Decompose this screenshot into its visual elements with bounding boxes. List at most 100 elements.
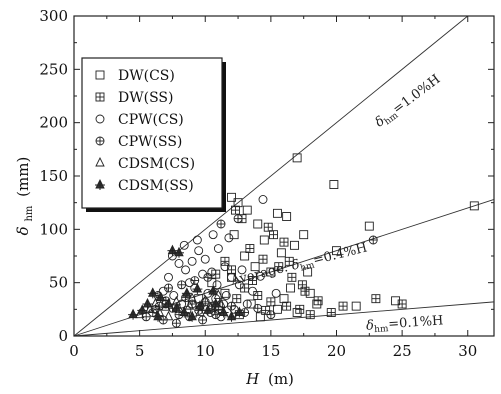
data-point-circle: [200, 254, 210, 264]
data-point-boxplus: [263, 222, 273, 232]
reference-line-label: δhm=1.0%H: [372, 72, 444, 132]
data-point-boxplus: [230, 205, 240, 215]
data-point-circle: [248, 286, 257, 296]
legend-marker-square: [95, 70, 105, 80]
data-point-square: [290, 240, 299, 250]
data-point-circle: [198, 269, 208, 279]
data-point-square: [286, 283, 296, 293]
data-point-square: [332, 246, 341, 256]
data-point-square: [391, 296, 401, 306]
data-point-square: [250, 262, 260, 272]
data-point-boxplus: [338, 301, 348, 311]
data-point-circle: [169, 291, 179, 300]
data-point-square: [255, 312, 265, 322]
data-point-square: [299, 230, 309, 240]
data-point-circle: [255, 271, 265, 281]
data-point-circleplus: [164, 283, 173, 293]
data-point-square: [227, 192, 236, 202]
data-point-circle: [220, 262, 230, 272]
data-point-boxplus: [287, 272, 297, 282]
x-tick-label: 0: [69, 342, 79, 360]
data-point-triangle: [163, 310, 174, 321]
data-point-triangle: [145, 303, 155, 313]
data-points: [128, 153, 479, 328]
data-point-asterisk: [210, 297, 221, 309]
data-point-circleplus: [171, 318, 181, 328]
data-point-square: [329, 180, 339, 189]
data-point-circle: [271, 288, 281, 298]
data-point-square: [259, 235, 269, 245]
data-point-boxplus: [284, 256, 294, 266]
x-tick-label: 30: [458, 342, 477, 360]
data-point-circleplus: [203, 272, 213, 282]
data-point-circle: [208, 230, 218, 240]
data-point-circle: [187, 256, 197, 266]
data-point-circle: [212, 280, 222, 290]
data-point-square: [282, 212, 292, 221]
data-point-circle: [177, 299, 187, 309]
data-point-square: [469, 201, 479, 211]
data-point-boxplus: [253, 291, 263, 300]
data-point-square: [229, 230, 239, 240]
x-tick-label: 20: [327, 342, 346, 360]
x-axis-label: H (m): [245, 370, 294, 388]
data-point-circleplus: [190, 276, 200, 285]
data-point-circle: [221, 291, 231, 300]
ref-label-rest: =0.1%H: [388, 313, 444, 332]
y-tick-label: 0: [58, 327, 68, 345]
data-point-asterisk: [147, 287, 158, 299]
data-point-boxplus: [295, 304, 305, 314]
data-point-square: [279, 294, 289, 304]
x-tick-label: 15: [261, 342, 280, 360]
ref-line-1pct: [73, 15, 469, 337]
y-tick-label: 50: [49, 274, 68, 292]
data-point-asterisk: [202, 304, 213, 316]
ref-line-0.1pct: [73, 301, 495, 337]
data-point-circle: [242, 299, 252, 309]
data-point-asterisk: [155, 291, 166, 303]
data-point-square: [266, 267, 276, 277]
data-point-boxplus: [397, 299, 407, 309]
legend-label: CDSM(CS): [118, 156, 195, 172]
data-point-boxplus: [266, 297, 276, 307]
data-point-square: [246, 299, 256, 309]
data-point-boxplus: [220, 256, 230, 266]
data-point-asterisk: [137, 304, 148, 316]
data-point-boxplus: [274, 262, 284, 272]
data-point-boxplus: [282, 301, 292, 311]
ref-label-rest: =1.0%H: [390, 72, 443, 117]
data-point-asterisk: [179, 306, 190, 318]
legend-marker-circle: [95, 114, 105, 124]
data-point-circleplus: [253, 303, 263, 313]
data-point-circleplus: [198, 315, 208, 325]
data-point-asterisk: [192, 283, 203, 295]
ref-label-rest: =0.4%H: [312, 240, 369, 268]
data-point-circle: [224, 233, 234, 243]
ref-label-sub: hm: [299, 260, 316, 273]
data-point-square: [272, 208, 282, 218]
data-point-triangle: [187, 292, 197, 303]
data-point-triangle: [150, 297, 161, 308]
data-point-circle: [213, 244, 223, 253]
legend-marker-circleplus: [95, 136, 105, 146]
data-point-boxplus: [269, 230, 278, 240]
ref-label-symbol: δ: [366, 318, 375, 334]
data-point-circleplus: [368, 235, 378, 245]
data-point-circle: [185, 278, 194, 288]
data-point-asterisk: [167, 244, 178, 256]
data-point-circle: [227, 272, 236, 282]
data-point-circle: [164, 272, 173, 282]
data-point-asterisk: [171, 302, 182, 314]
y-tick-label: 200: [39, 114, 68, 132]
data-point-triangle: [184, 300, 195, 310]
data-point-triangle: [195, 306, 205, 316]
x-tick-label: 10: [196, 342, 215, 360]
data-point-triangle: [200, 294, 210, 305]
data-point-boxplus: [300, 286, 310, 296]
data-point-square: [253, 219, 263, 229]
x-axis-label-var: H: [245, 370, 260, 388]
data-point-circle: [234, 280, 244, 290]
